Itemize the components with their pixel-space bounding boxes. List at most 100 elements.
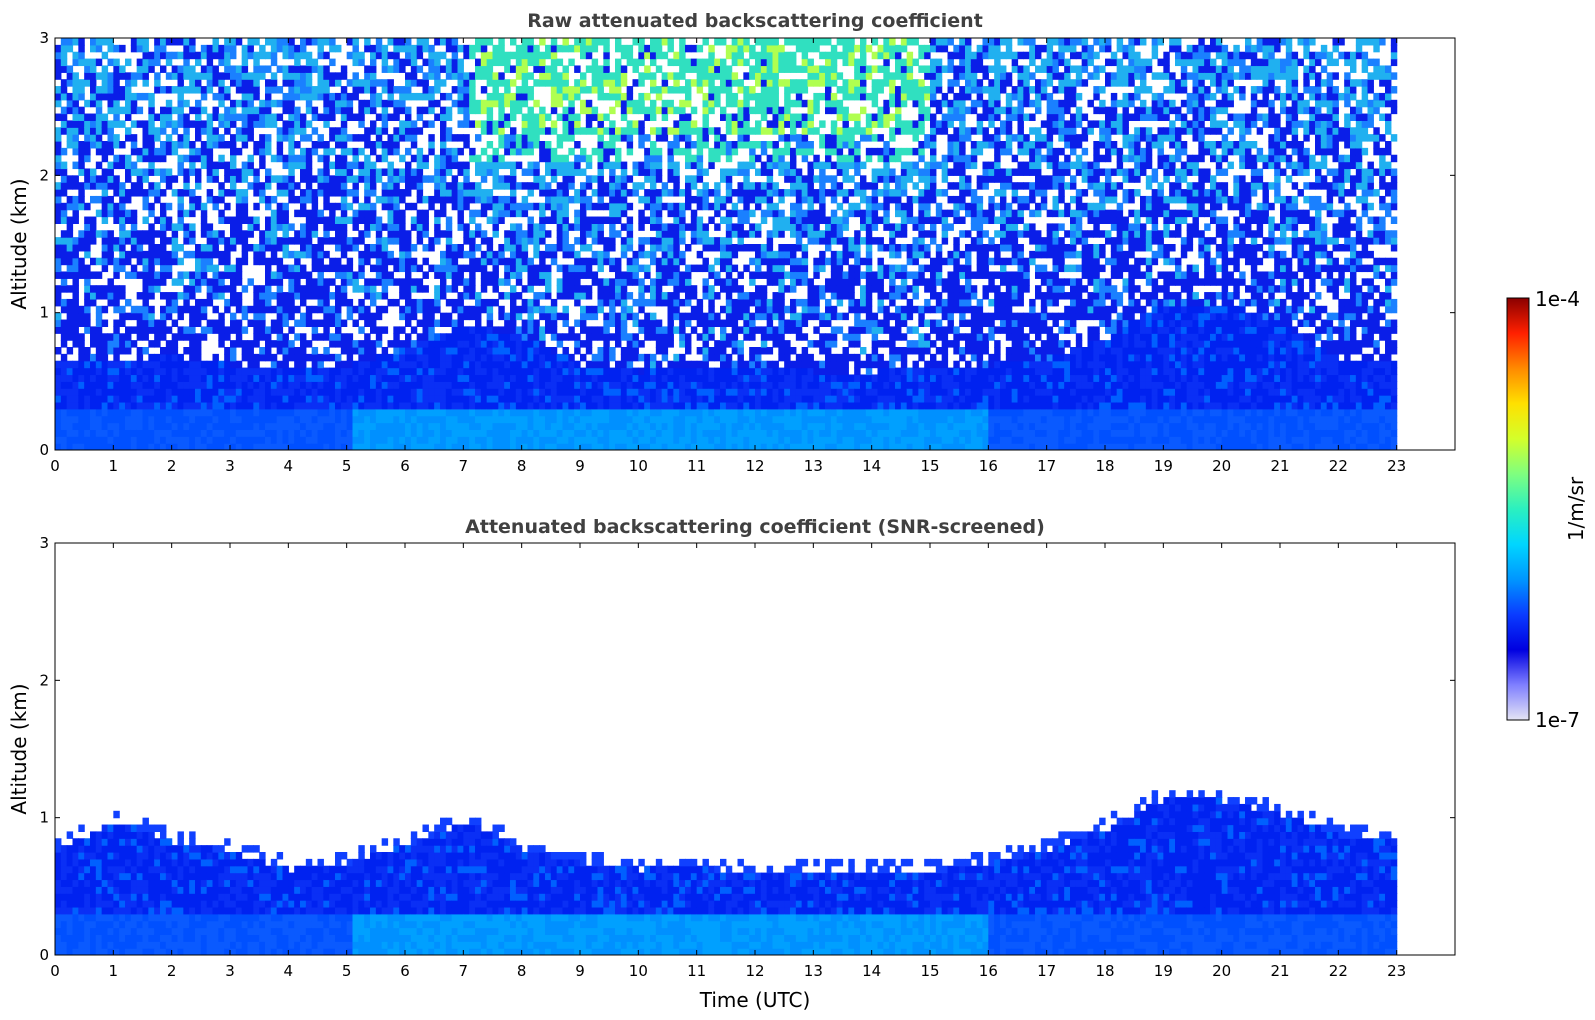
heatmap-cell [323,202,330,211]
heatmap-cell [568,429,575,437]
heatmap-cell [574,161,581,170]
heatmap-cell [405,264,412,273]
heatmap-cell [603,58,610,67]
heatmap-cell [597,381,604,389]
heatmap-cell [265,182,272,190]
heatmap-cell [387,360,394,369]
heatmap-cell [171,189,179,197]
heatmap-cell [113,326,120,334]
heatmap-cell [673,408,680,417]
heatmap-cell [288,436,295,444]
heatmap-cell [200,395,208,403]
heatmap-cell [235,333,243,341]
heatmap-cell [644,319,651,327]
heatmap-cell [113,401,120,410]
heatmap-cell [230,168,237,176]
heatmap-cell [632,189,639,197]
heatmap-cell [60,106,68,115]
heatmap-cell [650,408,657,417]
heatmap-cell [78,381,85,389]
heatmap-cell [480,230,488,238]
heatmap-cell [95,38,103,46]
heatmap-cell [370,408,377,417]
heatmap-cell [580,353,587,362]
heatmap-cell [661,388,669,396]
heatmap-cell [457,99,464,108]
heatmap-cell [364,195,371,204]
heatmap-cell [644,195,651,204]
heatmap-cell [562,333,569,341]
heatmap-cell [177,381,184,389]
heatmap-cell [305,189,313,197]
heatmap-cell [679,38,686,46]
heatmap-cell [422,244,429,252]
heatmap-cell [305,161,313,170]
heatmap-cell [591,175,599,183]
heatmap-cell [177,134,184,142]
heatmap-cell [183,374,190,382]
heatmap-cell [300,319,307,327]
heatmap-cell [230,429,237,437]
heatmap-cell [119,189,126,197]
heatmap-cell [305,72,313,80]
heatmap-cell [440,292,447,300]
heatmap-cell [550,367,558,376]
heatmap-cell [574,195,581,204]
heatmap-cell [66,175,74,183]
heatmap-cell [644,189,651,197]
heatmap-cell [55,271,62,279]
heatmap-cell [585,195,593,204]
heatmap-cell [428,106,435,115]
heatmap-cell [504,237,511,245]
heatmap-cell [510,340,517,348]
heatmap-cell [270,353,278,362]
heatmap-cell [218,340,225,348]
heatmap-cell [620,106,628,115]
heatmap-cell [90,92,97,101]
heatmap-cell [399,285,406,293]
heatmap-cell [375,154,383,163]
heatmap-cell [562,202,569,211]
heatmap-cell [206,195,214,204]
heatmap-cell [615,415,622,424]
heatmap-cell [364,257,371,266]
heatmap-cell [113,154,120,163]
heatmap-cell [241,72,249,80]
heatmap-cell [451,134,459,142]
heatmap-cell [655,429,663,437]
heatmap-cell [294,415,301,424]
heatmap-cell [469,388,476,396]
heatmap-cell [241,415,249,424]
heatmap-cell [265,436,272,444]
heatmap-cell [288,223,295,231]
heatmap-cell [463,202,470,211]
heatmap-cell [142,141,149,149]
heatmap-cell [55,408,62,417]
heatmap-cell [597,65,604,73]
heatmap-cell [84,353,91,362]
heatmap-cell [60,38,68,46]
heatmap-cell [305,319,313,327]
heatmap-cell [370,216,377,224]
heatmap-cell [521,401,529,410]
heatmap-cell [480,429,488,437]
heatmap-cell [434,264,441,273]
heatmap-cell [212,381,219,389]
heatmap-cell [288,86,295,94]
heatmap-cell [119,285,126,293]
heatmap-cell [352,415,359,424]
heatmap-cell [416,182,424,190]
heatmap-cell [492,195,499,204]
heatmap-cell [276,360,284,369]
heatmap-cell [445,388,453,396]
heatmap-cell [568,250,575,259]
heatmap-cell [580,168,587,176]
heatmap-cell [486,319,494,327]
heatmap-cell [364,305,371,314]
heatmap-cell [288,161,295,170]
heatmap-cell [340,443,348,450]
heatmap-cell [667,415,674,424]
heatmap-cell [352,395,359,403]
heatmap-cell [387,353,394,362]
heatmap-cell [381,202,389,211]
